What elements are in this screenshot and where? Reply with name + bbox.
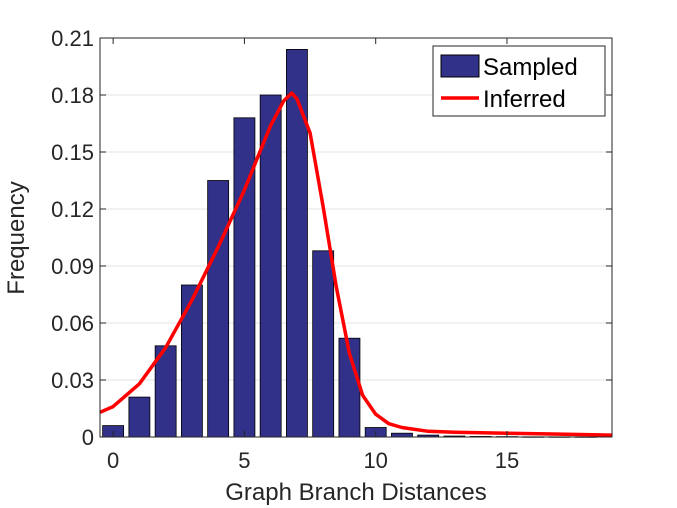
x-tick-label: 0 [107,448,119,473]
y-tick-label: 0 [82,425,94,450]
bar-7 [286,49,308,438]
y-tick-labels: 0 0.03 0.06 0.09 0.12 0.15 0.18 0.21 [51,26,94,450]
legend-label-inferred: Inferred [483,86,566,113]
bar-8 [312,250,335,438]
series-line-inferred [99,91,613,437]
y-tick-label: 0.21 [51,26,94,51]
bar-5 [233,117,256,438]
bar-1 [128,396,151,438]
y-tick-label: 0.15 [51,140,94,165]
legend-swatch-sampled [440,54,480,78]
x-axis-label: Graph Branch Distances [225,479,486,506]
y-tick-label: 0.12 [51,197,94,222]
bar-11 [391,432,413,438]
legend: Sampled Inferred [432,45,606,117]
x-tick-label: 5 [238,448,250,473]
y-tick-label: 0.03 [51,368,94,393]
y-tick-label: 0.06 [51,311,94,336]
x-tick-label: 15 [495,448,519,473]
x-tick-labels: 0 5 10 15 [107,448,519,473]
y-tick-label: 0.18 [51,83,94,108]
y-axis-label: Frequency [3,181,30,294]
axes-box [99,37,613,438]
legend-label-sampled: Sampled [483,54,578,81]
bar-3 [180,284,203,438]
bar-4 [207,180,230,438]
y-tick-label: 0.09 [51,254,94,279]
x-tick-label: 10 [363,448,387,473]
axes [99,37,613,438]
